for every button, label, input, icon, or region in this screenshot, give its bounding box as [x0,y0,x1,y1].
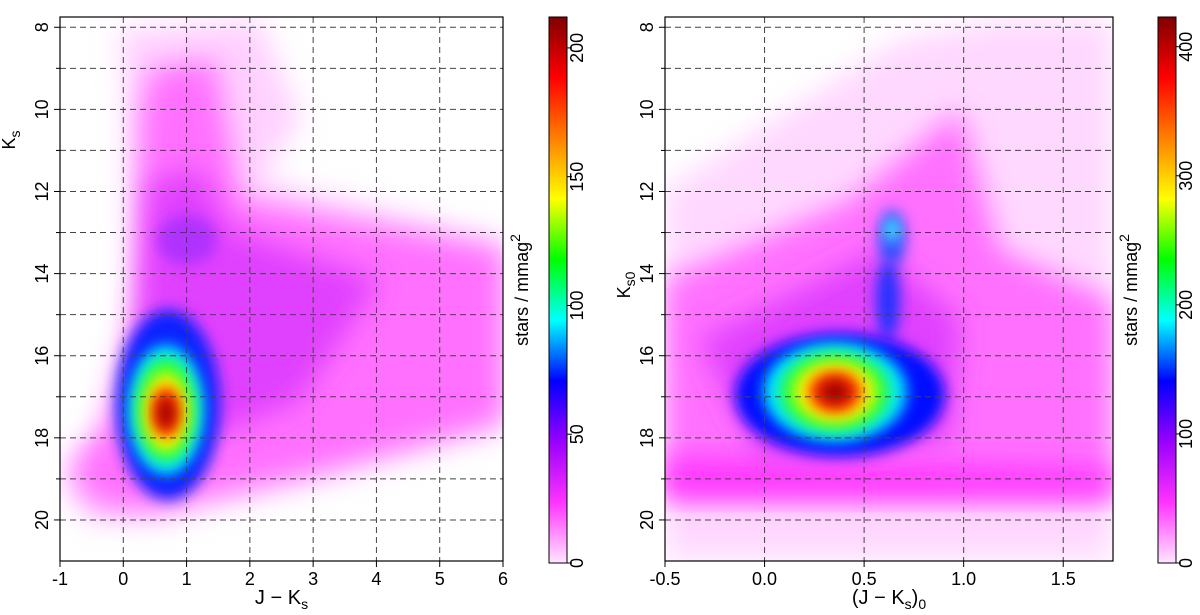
x-axis-label: (J − Ks)0 [852,587,926,612]
colorbar-tick-label: 400 [1176,32,1196,62]
x-tick-label: 1.0 [951,569,976,589]
y-tick-label: 10 [32,99,52,119]
y-tick-label: 12 [637,181,657,201]
x-tick-label: 2 [245,569,255,589]
y-tick-label: 10 [637,99,657,119]
colorbar-label-part: stars / mmag [512,242,532,346]
y-tick-label: 12 [32,181,52,201]
plot-frame [59,16,504,562]
x-tick-label: 4 [371,569,381,589]
density-right [665,20,1113,560]
colorbar-tick-label: 0 [567,558,587,568]
colorbar-tick-label: 50 [567,424,587,444]
y-tick-label: 20 [637,510,657,530]
y-tick-label: 14 [32,264,52,284]
x-tick-label: 0.0 [752,569,777,589]
y-axis-label-part: K [614,286,634,298]
x-axis-label-part: (J − K [852,587,905,609]
y-tick-label: 16 [32,346,52,366]
y-axis-label-part: s [7,130,23,137]
y-tick-label: 14 [637,264,657,284]
colorbar [1157,16,1177,564]
colorbar-label-part: 2 [1116,234,1132,242]
density-left [60,20,503,520]
colorbar [548,16,568,564]
x-tick-label: 0.5 [852,569,877,589]
x-tick-label: 6 [498,569,508,589]
plot-frame [664,16,1114,562]
y-axis-label-part: s0 [622,271,638,286]
y-axis-label: Ks [0,130,23,149]
x-axis-label-part: J − K [255,587,302,609]
x-tick-label: 1.5 [1051,569,1076,589]
y-tick-label: 8 [32,22,52,32]
y-axis-label-part: K [0,137,19,149]
x-axis-label-part: 0 [918,596,926,612]
y-tick-label: 18 [637,428,657,448]
colorbar-label: stars / mmag2 [507,234,532,346]
y-tick-label: 16 [637,346,657,366]
x-tick-label: -0.5 [649,569,680,589]
x-axis-label-part: ) [912,587,919,609]
x-tick-label: 5 [435,569,445,589]
colorbar-tick-label: 100 [1176,419,1196,449]
y-axis-label: Ks0 [614,271,638,298]
colorbar-label: stars / mmag2 [1116,234,1141,346]
x-tick-label: 0 [118,569,128,589]
colorbar-tick-label: 100 [567,290,587,320]
x-axis-label-part: s [301,596,308,612]
x-tick-label: 3 [308,569,318,589]
x-axis-label-part: s [905,596,912,612]
colorbar-label-part: stars / mmag [1121,242,1141,346]
colorbar-tick-label: 150 [567,162,587,192]
colorbar-tick-label: 200 [1176,290,1196,320]
y-tick-label: 8 [637,22,657,32]
colorbar-tick-label: 300 [1176,161,1196,191]
y-tick-label: 18 [32,428,52,448]
x-tick-label: -1 [52,569,68,589]
colorbar-tick-label: 200 [567,33,587,63]
y-tick-label: 20 [32,510,52,530]
x-tick-label: 1 [182,569,192,589]
x-axis-label: J − Ks [255,587,308,612]
colorbar-label-part: 2 [507,234,523,242]
colorbar-tick-label: 0 [1176,558,1196,568]
